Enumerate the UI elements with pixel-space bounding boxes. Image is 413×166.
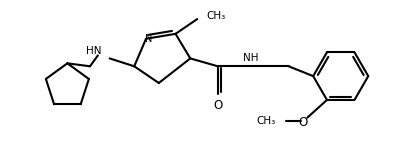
- Text: O: O: [213, 99, 222, 112]
- Text: N: N: [145, 34, 152, 44]
- Text: CH₃: CH₃: [206, 11, 225, 21]
- Text: NH: NH: [243, 53, 259, 63]
- Text: O: O: [298, 116, 307, 129]
- Text: CH₃: CH₃: [256, 116, 275, 126]
- Text: HN: HN: [86, 45, 102, 56]
